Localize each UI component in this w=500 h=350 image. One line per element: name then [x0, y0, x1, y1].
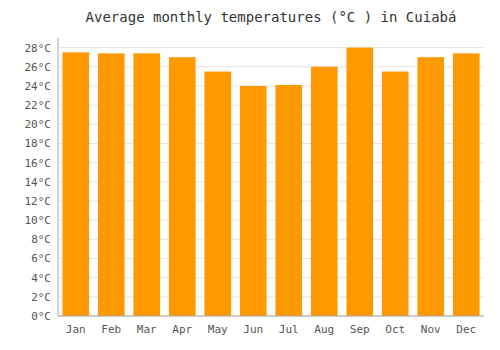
y-tick-label: 8°C [31, 233, 51, 246]
grid [58, 48, 484, 316]
bar [62, 52, 89, 316]
x-tick-label: Apr [172, 323, 192, 336]
y-axis-line [58, 38, 59, 316]
bar [311, 67, 338, 316]
y-tick-label: 14°C [25, 176, 52, 189]
bar [382, 72, 409, 316]
y-tick-label: 4°C [31, 272, 51, 285]
x-tick-label: Dec [456, 323, 476, 336]
x-tick-label: May [208, 323, 228, 336]
y-tick-label: 18°C [25, 137, 52, 150]
y-tick-label: 16°C [25, 157, 52, 170]
x-tick-label: Feb [101, 323, 121, 336]
title: Average monthly temperatures (°C ) in Cu… [86, 9, 457, 25]
y-tick-label: 28°C [25, 42, 52, 55]
grid-line [58, 47, 484, 48]
y-tick-label: 22°C [25, 99, 52, 112]
bar [346, 48, 373, 316]
y-tick-label: 24°C [25, 80, 52, 93]
x-tick-label: Aug [314, 323, 334, 336]
y-tick-label: 2°C [31, 291, 51, 304]
x-tick-label: Sep [350, 323, 370, 336]
bar [204, 72, 231, 316]
bar [417, 57, 444, 316]
bar [453, 53, 480, 316]
y-tick-label: 0°C [31, 310, 51, 323]
y-tick-label: 10°C [25, 214, 52, 227]
x-tick-label: Jun [243, 323, 263, 336]
x-tick-label: Jan [66, 323, 86, 336]
x-axis-line [58, 316, 484, 317]
bar [98, 53, 125, 316]
x-tick-label: Nov [421, 323, 441, 336]
x-tick-label: Jul [279, 323, 299, 336]
y-tick-label: 26°C [25, 61, 52, 74]
bar [169, 57, 196, 316]
bar [275, 85, 302, 316]
y-tick-label: 12°C [25, 195, 52, 208]
grid-line [58, 316, 484, 317]
x-tick-label: Mar [137, 323, 157, 336]
x-tick-label: Oct [385, 323, 405, 336]
y-tick-label: 6°C [31, 252, 51, 265]
bars [62, 48, 479, 316]
y-tick-label: 20°C [25, 118, 52, 131]
bar [133, 53, 160, 316]
chart: Average monthly temperatures (°C ) in Cu… [0, 0, 500, 350]
bar [240, 86, 267, 316]
